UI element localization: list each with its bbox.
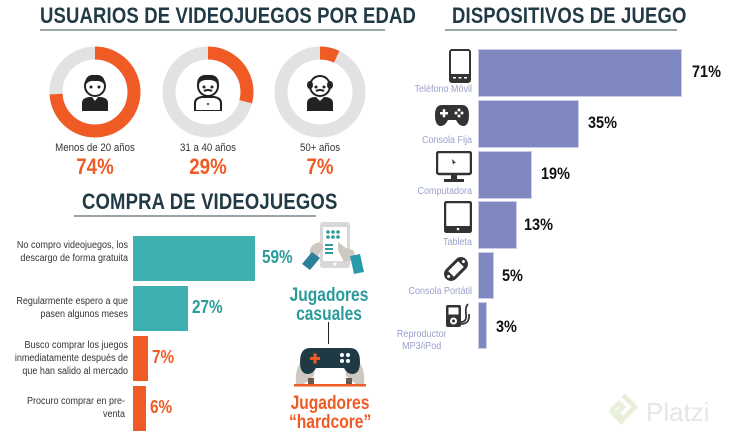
mp3-player-icon <box>446 303 470 327</box>
age-label-under-20: Menos de 20 años <box>55 142 135 154</box>
donut-chart-50-plus <box>274 46 366 138</box>
platzi-logo-icon <box>609 393 638 425</box>
hardcore-gamers-label: Jugadores “hardcore” <box>289 393 372 433</box>
purchase-label-free: No compro videojuegos, los descargo de f… <box>16 240 128 264</box>
age-section-title: USUARIOS DE VIDEOJUEGOS POR EDAD <box>40 3 417 28</box>
purchase-label-wait: Regularmente espero a que pasen algunos … <box>16 296 129 320</box>
device-label-computer: Computadora <box>417 186 472 197</box>
device-label-phone: Teléfono Móvil <box>414 84 472 95</box>
casual-gamer-tablet-icon <box>302 222 364 274</box>
tablet-icon <box>444 201 472 233</box>
device-label-tablet: Tableta <box>442 237 472 248</box>
devices-section-title: DISPOSITIVOS DE JUEGO <box>452 3 687 28</box>
device-pct-phone: 71% <box>692 62 721 81</box>
smartphone-icon <box>449 49 471 83</box>
purchase-pct-free: 59% <box>262 247 293 267</box>
age-title-underline <box>40 29 385 31</box>
donut-chart-31-40 <box>162 46 254 138</box>
device-pct-handheld: 5% <box>502 266 523 285</box>
device-label-handheld: Consola Portátil <box>408 286 472 297</box>
donut-chart-under-20 <box>49 46 141 138</box>
purchase-pct-preorder: 6% <box>150 397 173 417</box>
purchase-bar-wait <box>133 286 188 331</box>
purchase-pct-launch: 7% <box>152 347 175 367</box>
purchase-label-launch: Busco comprar los juegos inmediatamente … <box>14 340 129 377</box>
purchase-bar-preorder <box>133 386 146 431</box>
age-pct-31-40: 29% <box>189 154 227 179</box>
elder-avatar-icon <box>307 75 333 111</box>
age-pct-50-plus: 7% <box>306 154 334 179</box>
device-bar-mp3 <box>478 302 487 349</box>
purchase-label-preorder: Procuro comprar en pre-venta <box>26 396 125 420</box>
device-bar-computer <box>478 151 532 199</box>
age-pct-under-20: 74% <box>76 154 114 179</box>
hardcore-gamer-controller-icon <box>294 348 366 387</box>
purchase-section-title: COMPRA DE VIDEOJUEGOS <box>82 189 338 214</box>
age-label-31-40: 31 a 40 años <box>180 142 236 154</box>
purchase-title-underline <box>74 215 316 217</box>
handheld-console-icon <box>444 257 468 281</box>
device-bar-handheld <box>478 252 494 299</box>
device-label-mp3: Reproductor MP3/iPod <box>396 329 447 352</box>
device-bar-console <box>478 100 579 148</box>
device-bar-phone <box>478 49 682 97</box>
device-pct-mp3: 3% <box>496 317 517 336</box>
age-label-50-plus: 50+ años <box>299 142 341 154</box>
casual-gamers-label: Jugadores casuales <box>289 285 369 325</box>
device-bar-tablet <box>478 201 517 249</box>
device-label-console: Consola Fija <box>421 135 472 146</box>
platzi-watermark: Platzi <box>646 397 710 427</box>
devices-title-underline <box>445 29 677 31</box>
device-pct-tablet: 13% <box>524 215 553 234</box>
gamepad-icon <box>435 105 469 126</box>
device-pct-console: 35% <box>588 113 617 132</box>
monitor-icon <box>436 151 472 182</box>
purchase-bar-launch <box>133 336 148 381</box>
device-pct-computer: 19% <box>541 164 570 183</box>
boy-avatar-icon <box>82 74 108 111</box>
controller-cable <box>328 322 329 344</box>
adult-avatar-icon <box>194 74 222 111</box>
purchase-pct-wait: 27% <box>192 297 223 317</box>
purchase-bar-free <box>133 236 255 281</box>
